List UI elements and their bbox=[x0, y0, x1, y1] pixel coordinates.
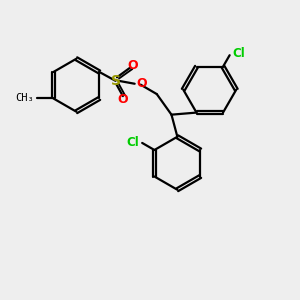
Text: O: O bbox=[127, 59, 138, 72]
Text: O: O bbox=[118, 93, 128, 106]
Text: Cl: Cl bbox=[232, 47, 245, 60]
Text: CH₃: CH₃ bbox=[15, 94, 34, 103]
Text: S: S bbox=[110, 74, 121, 88]
Text: Cl: Cl bbox=[127, 136, 139, 148]
Text: O: O bbox=[136, 77, 147, 90]
